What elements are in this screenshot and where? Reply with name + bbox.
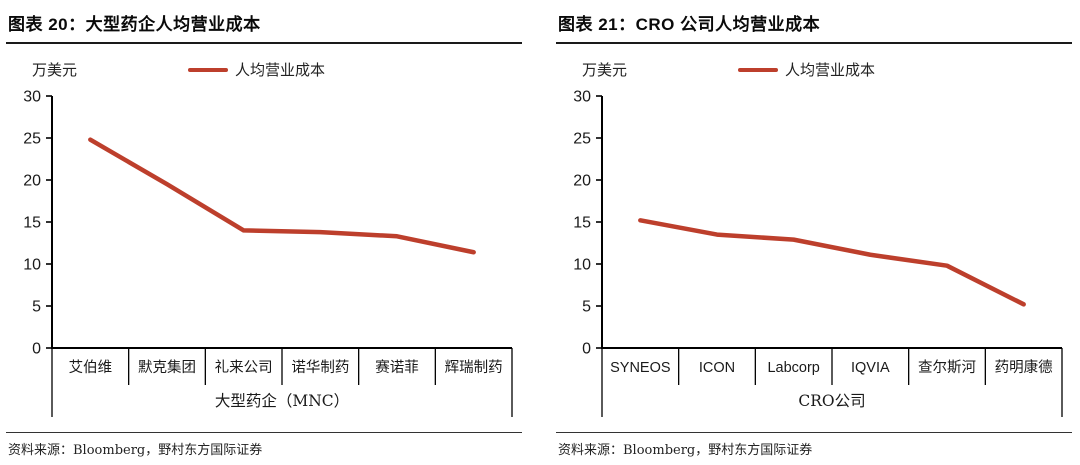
legend-line-marker: [188, 67, 228, 72]
chart-header: 万美元 人均营业成本: [556, 53, 1072, 83]
legend: 人均营业成本: [738, 59, 875, 80]
data-line-人均营业成本: [638, 218, 1026, 307]
category-label: 赛诺菲: [375, 359, 419, 376]
y-tick-label: 30: [573, 89, 591, 106]
legend-label: 人均营业成本: [235, 61, 326, 79]
y-tick-label: 5: [582, 299, 591, 316]
y-tick-label: 5: [32, 299, 41, 316]
category-label: Labcorp: [767, 360, 819, 376]
category-label: ICON: [699, 360, 735, 376]
line-chart-mnc-cost: 0 5 10 15 20 25 30 艾伯维 默克集团 礼来公司 诺华制药 赛诺菲 辉瑞制药大型药企（M…: [23, 89, 513, 417]
chart-header: 万美元 人均营业成本: [6, 53, 522, 83]
legend-line-marker: [738, 67, 778, 72]
chart-title: 图表 21：CRO 公司人均营业成本: [556, 10, 1072, 44]
chart-title: 图表 20：大型药企人均营业成本: [6, 10, 522, 44]
category-label: 辉瑞制药: [445, 359, 503, 376]
category-label: SYNEOS: [610, 360, 670, 376]
y-tick-label: 20: [573, 173, 591, 190]
y-tick-label: 30: [23, 89, 41, 106]
category-label: IQVIA: [851, 360, 890, 376]
category-label: 药明康德: [995, 359, 1053, 376]
category-label: 礼来公司: [215, 359, 273, 376]
y-tick-label: 25: [23, 131, 41, 148]
data-line-人均营业成本: [88, 137, 476, 255]
x-axis-title: CRO公司: [798, 392, 865, 410]
source-note: 资料来源：Bloomberg，野村东方国际证券: [556, 432, 1072, 458]
line-chart-cro-cost: 0 5 10 15 20 25 30 SYNEOS ICON Labcorp IQVIA 查尔斯河 药明…: [573, 89, 1063, 417]
category-label: 艾伯维: [69, 359, 113, 376]
category-label: 默克集团: [138, 359, 196, 376]
y-tick-label: 10: [23, 257, 41, 274]
y-axis-unit-label: 万美元: [582, 61, 628, 79]
chart-panel-figure-21: 图表 21：CRO 公司人均营业成本 万美元 人均营业成本 0 5 10 15 20 25…: [556, 10, 1072, 458]
chart-panel-figure-20: 图表 20：大型药企人均营业成本 万美元 人均营业成本 0 5 10 15 20 25 30…: [6, 10, 522, 458]
y-axis-unit-label: 万美元: [32, 61, 78, 79]
source-note: 资料来源：Bloomberg，野村东方国际证券: [6, 432, 522, 458]
x-axis-title: 大型药企（MNC）: [215, 392, 349, 410]
y-tick-label: 10: [573, 257, 591, 274]
y-tick-label: 0: [32, 341, 41, 358]
category-label: 查尔斯河: [918, 359, 976, 376]
y-tick-label: 25: [573, 131, 591, 148]
y-tick-label: 20: [23, 173, 41, 190]
y-tick-label: 0: [582, 341, 591, 358]
legend-label: 人均营业成本: [785, 61, 876, 79]
category-label: 诺华制药: [291, 359, 349, 376]
y-tick-label: 15: [573, 215, 591, 232]
legend: 人均营业成本: [188, 59, 325, 80]
y-tick-label: 15: [23, 215, 41, 232]
